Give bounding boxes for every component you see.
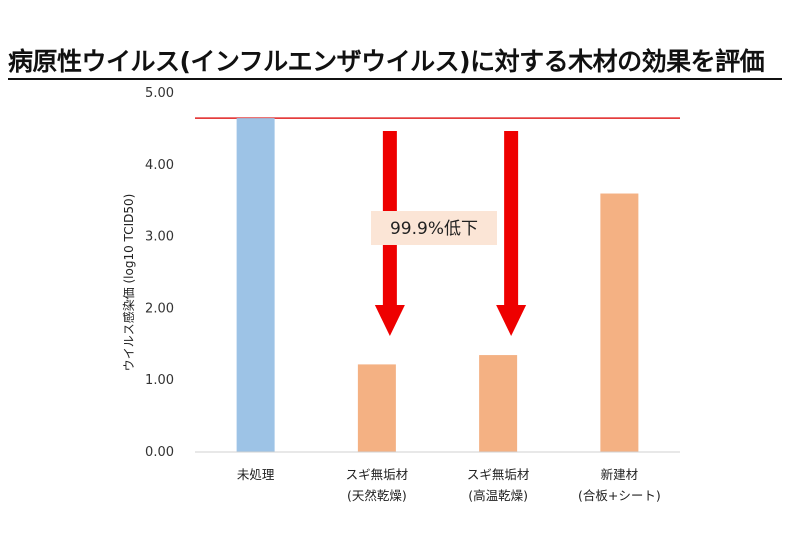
text-layer: 0.00 1.00 2.00 3.00 4.00 5.00 ウイルス感染価 (log10 T… [121, 86, 661, 503]
chart-title: 病原性ウイルス(インフルエンザウイルス)に対する木材の効果を評価 [8, 47, 765, 76]
y-tick-label: 2.00 [145, 301, 174, 316]
y-tick-label: 4.00 [145, 158, 174, 173]
annotation-text: 99.9%低下 [390, 219, 478, 239]
bar-0 [236, 118, 275, 452]
y-tick-label: 1.00 [145, 373, 174, 388]
y-tick-label: 5.00 [145, 86, 174, 101]
title-underline [8, 78, 782, 80]
category-label: 新建材 [601, 467, 639, 482]
down-arrow-head [374, 305, 405, 336]
category-label: スギ無垢材 [346, 467, 409, 482]
category-sublabel: (合板+シート) [578, 488, 661, 503]
category-label: スギ無垢材 [467, 467, 530, 482]
category-sublabel: (天然乾燥) [347, 488, 407, 503]
category-label: 未処理 [237, 467, 275, 482]
down-arrow-head [496, 305, 527, 336]
bars-layer [236, 118, 639, 452]
down-arrow-shaft [504, 131, 519, 305]
bar-3 [600, 193, 639, 452]
arrows-layer [371, 131, 527, 336]
bar-1 [357, 364, 396, 452]
y-tick-label: 3.00 [145, 230, 174, 245]
y-tick-label: 0.00 [145, 445, 174, 460]
annotation-box [371, 211, 497, 245]
y-axis-label: ウイルス感染価 (log10 TCID50) [121, 194, 136, 372]
category-sublabel: (高温乾燥) [468, 488, 528, 503]
bar-2 [479, 355, 518, 452]
